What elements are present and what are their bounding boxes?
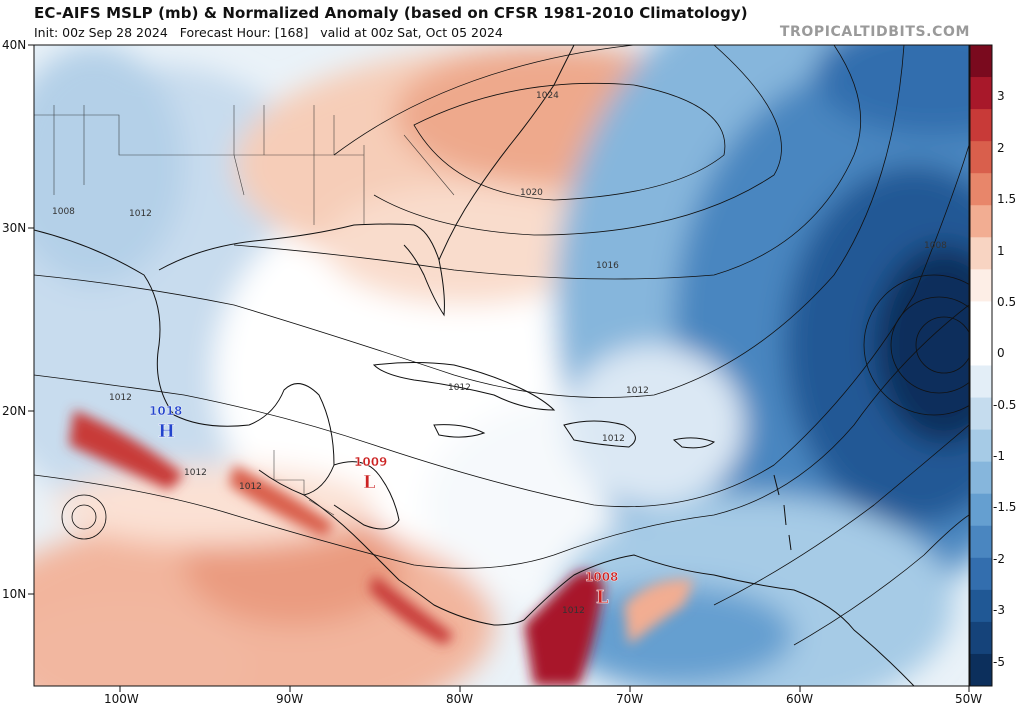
lat-label: 30N (2, 221, 26, 235)
colorbar-tick: 3 (997, 89, 1005, 103)
pressure-value: 1008 (585, 570, 618, 584)
lon-label: 50W (955, 692, 982, 706)
forecast-info: Init: 00z Sep 28 2024 Forecast Hour: [16… (34, 25, 503, 40)
forecast-hour: Forecast Hour: [168] (179, 25, 309, 40)
isobar-label: 1012 (239, 482, 262, 492)
isobar-label: 1012 (109, 393, 132, 403)
isobar-label: 1012 (448, 383, 471, 393)
colorbar-segment (970, 45, 992, 78)
lon-label: 70W (616, 692, 643, 706)
colorbar-segment (970, 589, 992, 623)
isobar-label: 1012 (562, 606, 585, 616)
isobar-label: 1012 (626, 386, 649, 396)
colorbar-segment (970, 301, 992, 334)
lon-axis: 100W 90W 80W 70W 60W 50W (104, 686, 982, 706)
low-symbol: L (363, 472, 376, 493)
colorbar-segment (970, 141, 992, 174)
lon-label: 90W (276, 692, 303, 706)
isobar-label: 1008 (924, 241, 947, 251)
isobar-label: 1020 (520, 188, 543, 198)
colorbar-tick: -3 (993, 603, 1005, 617)
isobar-label: 1012 (129, 209, 152, 219)
valid-time: valid at 00z Sat, Oct 05 2024 (320, 25, 503, 40)
isobar-label: 1024 (536, 91, 559, 101)
chart-title: EC-AIFS MSLP (mb) & Normalized Anomaly (… (34, 4, 748, 22)
colorbar-segment (970, 621, 992, 655)
lat-label: 40N (2, 38, 26, 52)
high-symbol: H (158, 421, 175, 442)
lat-label: 10N (2, 587, 26, 601)
anomaly-shading (34, 45, 969, 686)
colorbar-tick: 2 (997, 141, 1005, 155)
colorbar-segment (970, 493, 992, 527)
colorbar-segment (970, 365, 992, 399)
colorbar-tick: -2 (993, 552, 1005, 566)
colorbar-tick: -1 (993, 449, 1005, 463)
isobar-label: 1016 (596, 261, 619, 271)
colorbar-segment (970, 237, 992, 270)
map-canvas: 1024 1020 1016 1012 1012 1012 1012 1012 … (34, 45, 969, 686)
colorbar-segment (970, 557, 992, 591)
colorbar-segment (970, 429, 992, 463)
colorbar (970, 45, 992, 687)
colorbar-segment (970, 109, 992, 142)
colorbar-tick: -5 (993, 655, 1005, 669)
colorbar-segment (970, 269, 992, 302)
colorbar-segment (970, 653, 992, 687)
map-panel: 1024 1020 1016 1012 1012 1012 1012 1012 … (34, 45, 969, 686)
colorbar-tick: 0 (997, 346, 1005, 360)
low-symbol: L (596, 587, 609, 608)
colorbar-tick: 0.5 (997, 295, 1016, 309)
colorbar-ticks: 3 2 1.5 1 0.5 0 -0.5 -1 -1.5 -2 -3 -5 (993, 89, 1016, 669)
colorbar-segment (970, 525, 992, 559)
isobar-label: 1008 (52, 207, 75, 217)
lon-label: 100W (104, 692, 139, 706)
colorbar-frame (969, 44, 993, 687)
colorbar-segment (970, 333, 992, 366)
isobar-label: 1012 (184, 468, 207, 478)
site-watermark: TROPICALTIDBITS.COM (779, 24, 970, 40)
colorbar-segment (970, 173, 992, 206)
colorbar-segment (970, 77, 992, 110)
lon-label: 80W (446, 692, 473, 706)
colorbar-segment (970, 461, 992, 495)
colorbar-segment (970, 397, 992, 431)
lat-label: 20N (2, 404, 26, 418)
colorbar-segment (970, 205, 992, 238)
lat-axis: 40N 30N 20N 10N (2, 38, 34, 601)
lon-label: 60W (786, 692, 813, 706)
colorbar-tick: 1 (997, 244, 1005, 258)
colorbar-tick: 1.5 (997, 192, 1016, 206)
init-time: Init: 00z Sep 28 2024 (34, 25, 168, 40)
isobar-label: 1012 (602, 434, 625, 444)
pressure-value: 1018 (149, 404, 182, 418)
pressure-value: 1009 (354, 455, 387, 469)
colorbar-tick: -1.5 (993, 500, 1016, 514)
colorbar-tick: -0.5 (993, 398, 1016, 412)
